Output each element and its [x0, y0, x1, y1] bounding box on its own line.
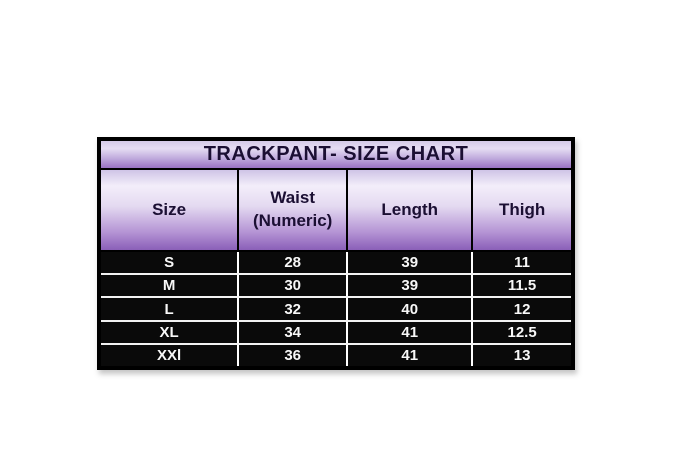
cell-size: L — [101, 298, 240, 320]
cell-thigh: 12 — [473, 298, 571, 320]
cell-thigh: 12.5 — [473, 321, 571, 343]
cell-length: 40 — [348, 298, 474, 320]
cell-length: 39 — [348, 252, 474, 274]
cell-thigh: 11 — [473, 252, 571, 274]
column-header-length: Length — [348, 170, 474, 250]
cell-length: 41 — [348, 344, 474, 367]
cell-waist: 34 — [239, 321, 349, 343]
column-header-size: Size — [101, 170, 240, 250]
cell-waist: 28 — [239, 252, 349, 274]
cell-size: M — [101, 275, 240, 297]
cell-size: XL — [101, 321, 240, 343]
table-row-xxl: XXl 36 41 13 — [101, 344, 571, 367]
cell-length: 39 — [348, 275, 474, 297]
column-header-thigh: Thigh — [473, 170, 571, 250]
table-row-s: S 28 39 11 — [101, 252, 571, 276]
cell-thigh: 13 — [473, 344, 571, 367]
cell-waist: 30 — [239, 275, 349, 297]
table-row-l: L 32 40 12 — [101, 298, 571, 322]
cell-waist: 36 — [239, 344, 349, 367]
table-row-m: M 30 39 11.5 — [101, 275, 571, 299]
table-body: S 28 39 11 M 30 39 11.5 L 32 40 12 XL 34… — [101, 252, 571, 367]
cell-length: 41 — [348, 321, 474, 343]
table-title: TRACKPANT- SIZE CHART — [203, 143, 469, 165]
table-row-xl: XL 34 41 12.5 — [101, 321, 571, 345]
column-header-waist: Waist (Numeric) — [239, 170, 349, 250]
table-header-row: Size Waist (Numeric) Length Thigh — [101, 170, 571, 252]
table-title-row: TRACKPANT- SIZE CHART — [101, 141, 571, 170]
cell-size: S — [101, 252, 240, 274]
trackpant-size-chart-table: TRACKPANT- SIZE CHART Size Waist (Numeri… — [97, 137, 575, 370]
cell-size: XXl — [101, 344, 240, 367]
cell-waist: 32 — [239, 298, 349, 320]
cell-thigh: 11.5 — [473, 275, 571, 297]
